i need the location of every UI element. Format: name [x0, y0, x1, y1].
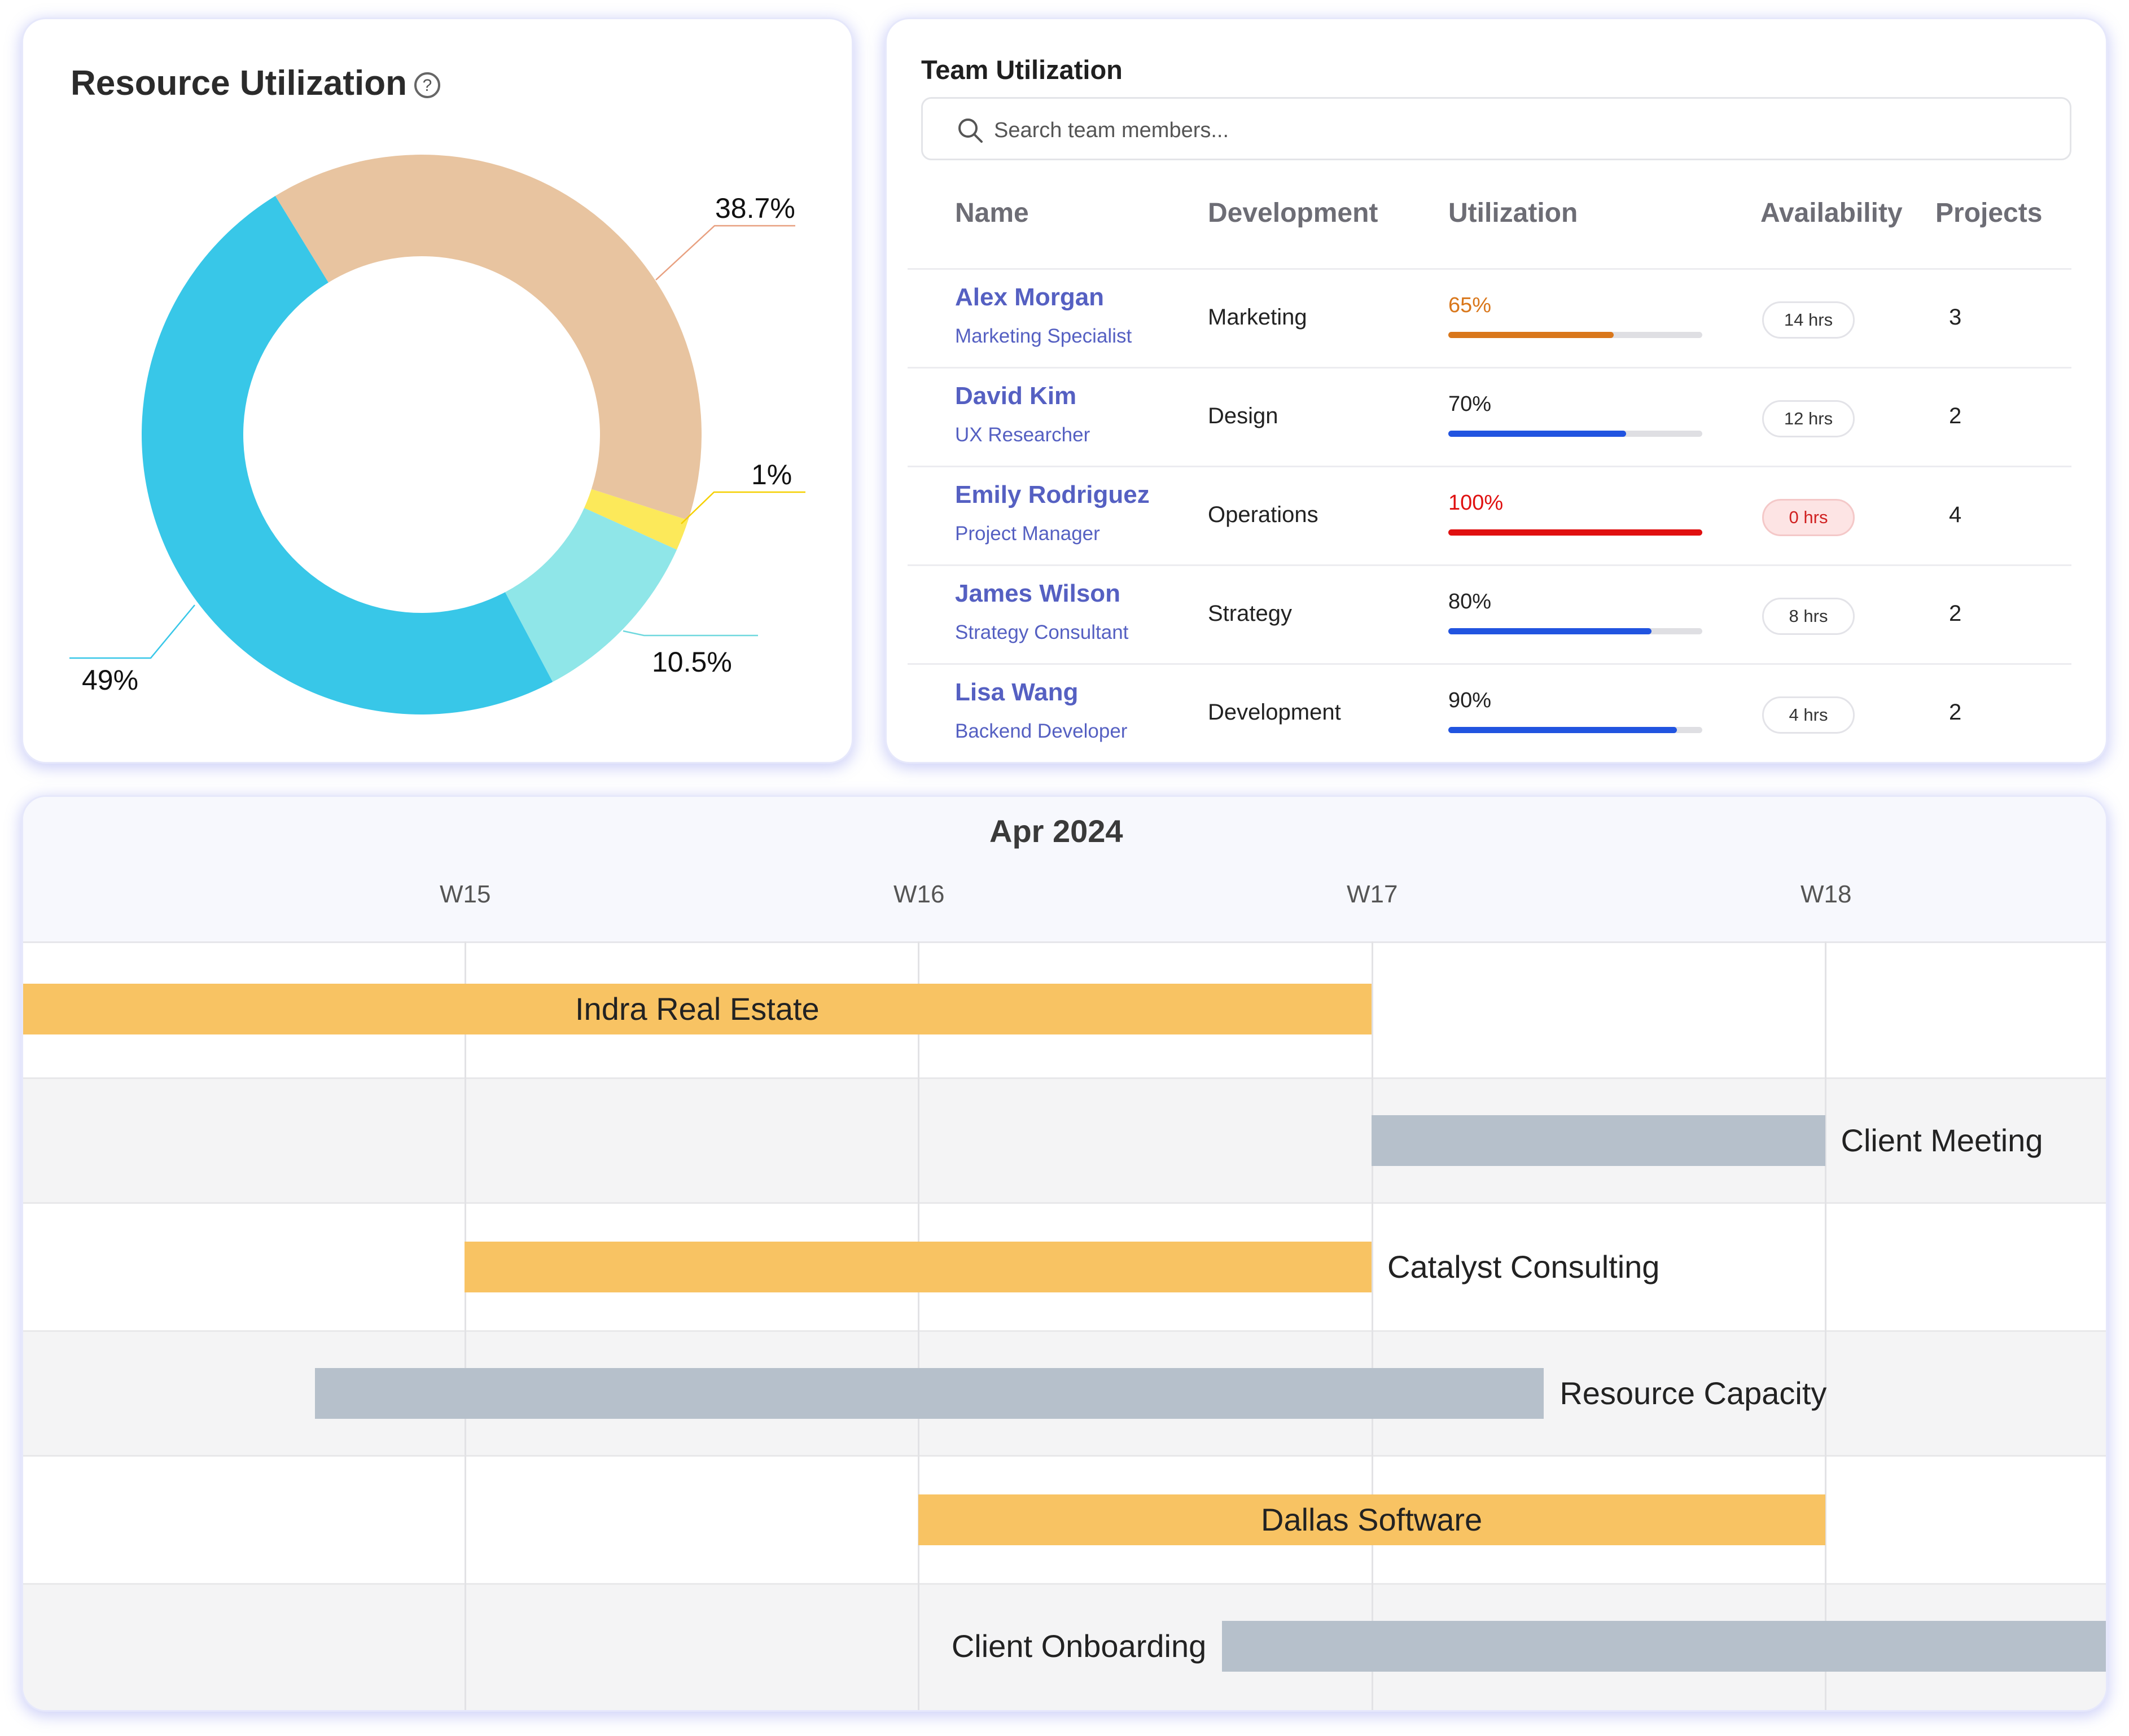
utilization-bar-fill — [1448, 431, 1626, 437]
project-count: 2 — [1949, 700, 1962, 725]
utilization-bar — [1448, 431, 1702, 437]
gantt-bar-label: Dallas Software — [1261, 1502, 1483, 1537]
gantt-bar[interactable] — [918, 1494, 1825, 1545]
search-input[interactable] — [993, 110, 2011, 151]
member-department: Marketing — [1208, 305, 1307, 330]
week-label-w17: W17 — [1347, 880, 1398, 908]
table-row[interactable]: Alex Morgan Marketing Specialist Marketi… — [908, 268, 2071, 369]
utilization-bar-fill — [1448, 529, 1702, 536]
gantt-bar-label: Client Meeting — [1841, 1123, 2043, 1158]
gantt-bar-label: Catalyst Consulting — [1387, 1249, 1660, 1285]
project-count: 2 — [1949, 601, 1962, 626]
team-utilization-title: Team Utilization — [921, 55, 1123, 85]
column-header-name[interactable]: Name — [955, 198, 1029, 228]
leader-line-49 — [69, 604, 195, 659]
week-gridline — [1825, 941, 1826, 1710]
member-department: Operations — [1208, 502, 1318, 527]
gantt-bar[interactable] — [1372, 1115, 1825, 1166]
utilization-bar-fill — [1448, 727, 1677, 733]
project-count: 2 — [1949, 404, 1962, 428]
utilization-bar-fill — [1448, 332, 1614, 338]
utilization-percent: 70% — [1448, 392, 1492, 416]
slice-label-1: 1% — [751, 459, 792, 490]
gantt-bar[interactable] — [23, 984, 1372, 1034]
search-box[interactable] — [921, 97, 2071, 160]
member-name[interactable]: James Wilson — [955, 580, 1121, 607]
leader-line-10-5 — [623, 630, 758, 637]
column-header-development[interactable]: Development — [1208, 198, 1378, 228]
table-row[interactable]: Emily Rodriguez Project Manager Operatio… — [908, 466, 2071, 567]
gantt-bar[interactable] — [314, 1368, 1544, 1419]
member-role: Project Manager — [955, 523, 1100, 545]
donut-slice-2[interactable] — [505, 507, 677, 682]
utilization-percent: 80% — [1448, 590, 1492, 613]
team-utilization-card: Team Utilization Name Development Utiliz… — [887, 19, 2106, 762]
week-gridline — [918, 941, 919, 1710]
gantt-bar-label: Indra Real Estate — [575, 991, 820, 1027]
slice-label-38-7: 38.7% — [715, 192, 795, 224]
week-gridline — [1372, 941, 1373, 1710]
week-label-w16: W16 — [893, 880, 945, 908]
project-count: 4 — [1949, 502, 1962, 527]
table-row[interactable]: David Kim UX Researcher Design 70% 12 hr… — [908, 367, 2071, 468]
utilization-bar — [1448, 332, 1702, 338]
utilization-percent: 65% — [1448, 293, 1492, 317]
member-department: Design — [1208, 404, 1278, 428]
leader-line-1 — [681, 491, 805, 524]
availability-badge: 12 hrs — [1762, 400, 1855, 437]
utilization-donut-chart: 38.7% 1% 10.5% 49% — [69, 155, 805, 714]
utilization-percent: 90% — [1448, 689, 1492, 712]
donut-slice-0[interactable] — [275, 155, 702, 520]
table-row[interactable]: James Wilson Strategy Consultant Strateg… — [908, 564, 2071, 665]
column-header-availability[interactable]: Availability — [1760, 198, 1903, 228]
donut-slice-3[interactable] — [142, 196, 553, 714]
leader-line-38-7 — [655, 225, 795, 280]
member-name[interactable]: Alex Morgan — [955, 283, 1105, 311]
gantt-timeline-card: Apr 2024 W15 W16 W17 W18 Indra Real Esta… — [23, 797, 2106, 1710]
help-icon[interactable]: ? — [414, 72, 440, 98]
week-gridline — [465, 941, 466, 1710]
member-name[interactable]: Lisa Wang — [955, 678, 1079, 706]
slice-label-10-5: 10.5% — [652, 646, 732, 678]
availability-badge: 8 hrs — [1762, 598, 1855, 635]
week-label-w18: W18 — [1801, 880, 1852, 908]
gantt-bar[interactable] — [1221, 1621, 2106, 1672]
project-count: 3 — [1949, 305, 1962, 330]
column-header-utilization[interactable]: Utilization — [1448, 198, 1578, 228]
member-department: Strategy — [1208, 601, 1292, 626]
week-label-w15: W15 — [440, 880, 491, 908]
member-role: Marketing Specialist — [955, 325, 1132, 347]
member-name[interactable]: David Kim — [955, 382, 1077, 410]
member-role: Strategy Consultant — [955, 621, 1129, 643]
utilization-percent: 100% — [1448, 491, 1504, 515]
availability-badge: 0 hrs — [1762, 499, 1855, 536]
gantt-bar-label: Client Onboarding — [951, 1628, 1207, 1664]
member-name[interactable]: Emily Rodriguez — [955, 481, 1150, 508]
member-department: Development — [1208, 700, 1341, 725]
gantt-bar[interactable] — [465, 1242, 1372, 1292]
slice-label-49: 49% — [82, 664, 138, 696]
month-label: Apr 2024 — [989, 813, 1123, 849]
resource-utilization-card: Resource Utilization ? 38.7% 1% 10.5% 49… — [23, 19, 852, 762]
column-header-projects[interactable]: Projects — [1935, 198, 2043, 228]
donut-slice-1[interactable] — [584, 489, 689, 550]
gantt-bar-label: Resource Capacity — [1559, 1375, 1827, 1411]
utilization-bar — [1448, 628, 1702, 634]
utilization-bar — [1448, 529, 1702, 536]
search-icon — [958, 119, 983, 143]
utilization-bar — [1448, 727, 1702, 733]
availability-badge: 4 hrs — [1762, 696, 1855, 734]
resource-utilization-title: Resource Utilization — [71, 64, 407, 103]
timeline-header: Apr 2024 W15 W16 W17 W18 — [23, 797, 2106, 943]
member-role: Backend Developer — [955, 720, 1128, 742]
availability-badge: 14 hrs — [1762, 301, 1855, 339]
table-row[interactable]: Lisa Wang Backend Developer Development … — [908, 663, 2071, 762]
utilization-bar-fill — [1448, 628, 1651, 634]
member-role: UX Researcher — [955, 424, 1090, 446]
